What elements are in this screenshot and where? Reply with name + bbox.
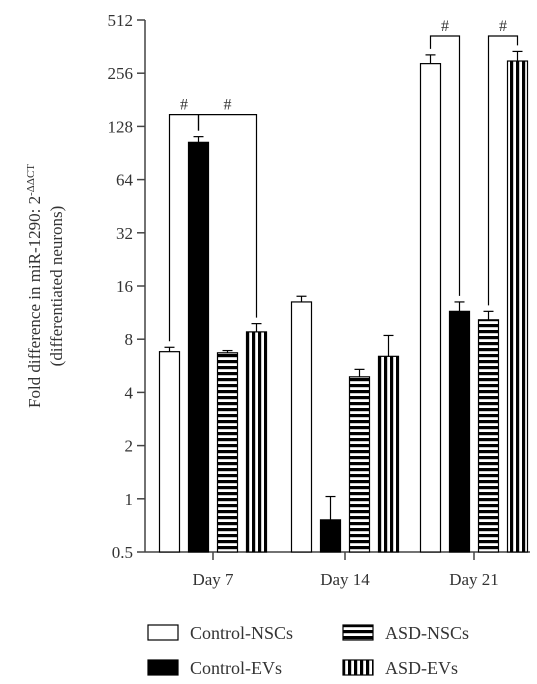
x-tick-label-1: Day 14 <box>320 570 370 589</box>
y-axis-label-superscript: -ΔΔCT <box>25 164 37 196</box>
y-tick-label-8: 128 <box>108 117 134 136</box>
legend-label-1: Control-EVs <box>190 658 282 678</box>
y-tick-label-2: 2 <box>125 437 134 456</box>
y-tick-label-9: 256 <box>108 64 134 83</box>
bar-2-2 <box>477 319 500 553</box>
bar-2-0 <box>216 352 239 553</box>
legend-swatch-1 <box>147 659 179 676</box>
bar-1-2 <box>448 310 471 553</box>
x-tick-label-0: Day 7 <box>192 570 234 589</box>
bar-3-1 <box>377 355 400 553</box>
bar-0-0 <box>158 351 181 553</box>
chart-marks: # # # # <box>158 18 529 553</box>
y-axis: 0.5 1 2 4 8 16 32 64 128 256 512 <box>108 11 146 562</box>
legend-swatch-3 <box>342 659 374 676</box>
legend-label-3: ASD-EVs <box>385 658 458 678</box>
significance-bracket-2 <box>429 35 461 296</box>
y-tick-label-10: 512 <box>108 11 134 30</box>
bar-1-1 <box>319 519 342 553</box>
y-axis-label-secondary: (differentiated neurons) <box>47 206 66 367</box>
y-tick-label-3: 4 <box>125 383 134 402</box>
bar-0-1 <box>290 301 313 553</box>
y-tick-label-0: 0.5 <box>112 543 133 562</box>
legend-swatch-0 <box>147 624 179 641</box>
y-tick-label-1: 1 <box>125 490 134 509</box>
y-tick-label-6: 32 <box>116 224 133 243</box>
bar-3-0 <box>245 331 268 553</box>
significance-bracket-1 <box>197 114 258 318</box>
bar-2-1 <box>348 376 371 553</box>
legend-label-2: ASD-NSCs <box>385 623 469 643</box>
significance-label-2: # <box>441 18 449 35</box>
y-tick-label-5: 16 <box>116 277 133 296</box>
y-tick-label-7: 64 <box>116 171 134 190</box>
legend-label-0: Control-NSCs <box>190 623 293 643</box>
bar-1-0 <box>187 141 210 553</box>
legend-swatch-2 <box>342 624 374 641</box>
y-axis-label-main: Fold difference in miR-1290: 2 <box>25 196 44 408</box>
x-axis: Day 7 Day 14 Day 21 <box>145 551 530 589</box>
significance-bracket-3 <box>487 35 519 306</box>
significance-label-0: # <box>180 97 188 114</box>
x-tick-label-2: Day 21 <box>449 570 499 589</box>
bar-3-2 <box>506 60 529 553</box>
y-axis-label: Fold difference in miR-1290: 2-ΔΔCT <box>25 164 44 408</box>
bar-0-2 <box>419 63 442 553</box>
significance-label-3: # <box>499 18 507 35</box>
y-tick-label-4: 8 <box>125 330 134 349</box>
legend: Control-NSCs Control-EVs ASD-NSCs ASD-EVs <box>147 623 469 678</box>
significance-label-1: # <box>224 97 232 114</box>
